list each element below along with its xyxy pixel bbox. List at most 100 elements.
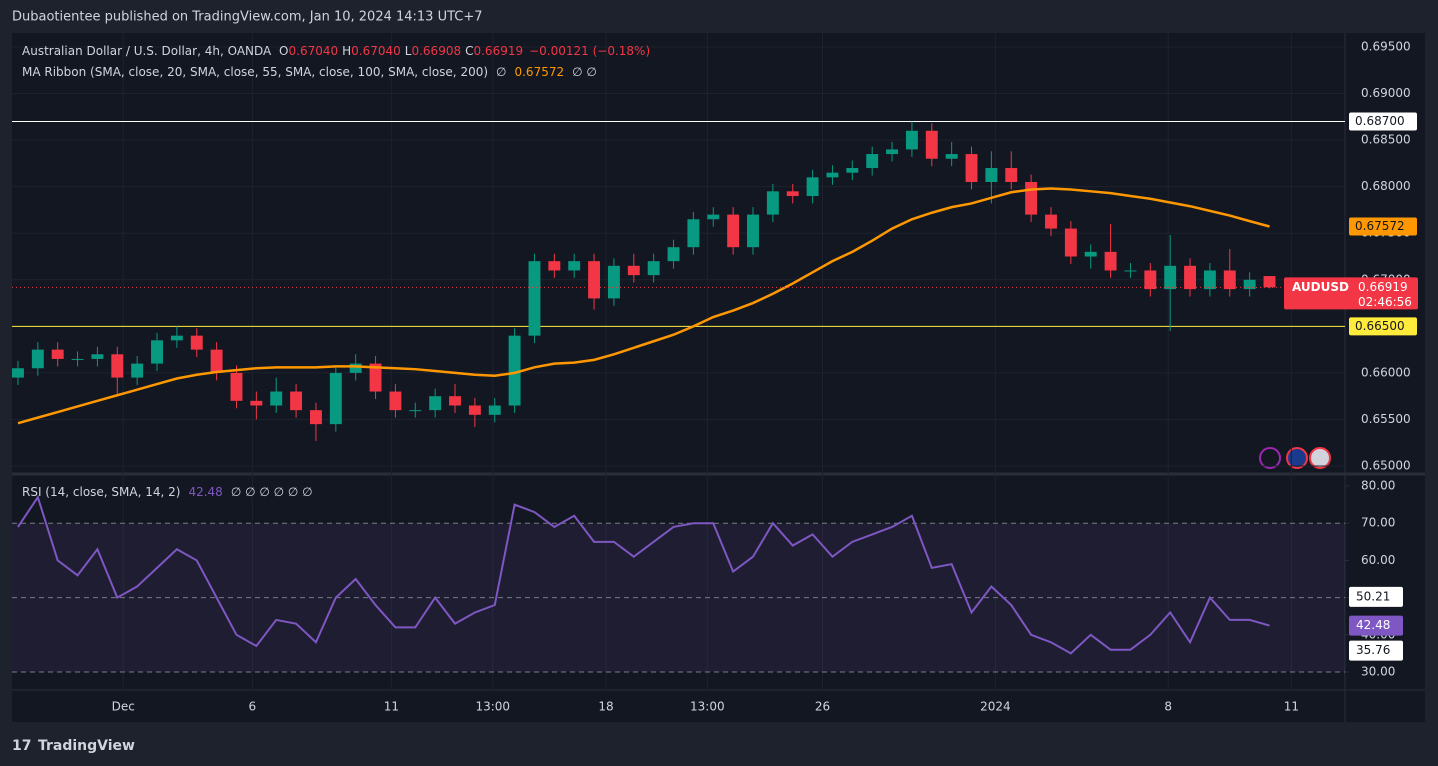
candle-body <box>588 261 601 299</box>
candle-body <box>1124 270 1137 272</box>
candle-body <box>190 335 203 350</box>
rsi-value-label: 42.48 <box>1356 618 1390 632</box>
ohlc-value: 0.67040 <box>351 44 401 58</box>
candle-body <box>747 214 759 248</box>
ma-tail: ∅ ∅ <box>572 65 597 79</box>
candle-body <box>707 214 720 220</box>
rsi-line <box>17 494 1270 655</box>
y-tick-label: 0.66000 <box>1361 365 1411 379</box>
price-label: 0.68700 <box>1355 114 1405 128</box>
x-tick-label: 18 <box>598 700 613 714</box>
candle-body <box>429 396 442 411</box>
candle-body <box>170 335 183 341</box>
candle-body <box>1203 270 1216 290</box>
y-tick-label: 0.65000 <box>1361 459 1411 473</box>
rsi-tail: ∅ ∅ ∅ ∅ ∅ ∅ <box>231 485 313 499</box>
marker-box <box>1349 640 1403 661</box>
candle-body <box>468 405 481 415</box>
symbol-label: AUDUSD <box>1292 280 1349 294</box>
candle-body <box>409 410 422 412</box>
candle-body <box>111 354 124 378</box>
y-tick-label: 30.00 <box>1361 665 1395 679</box>
moving-average <box>17 187 1270 425</box>
marker-label: 35.76 <box>1356 643 1390 657</box>
candle-body <box>290 391 303 411</box>
candle-body <box>806 177 819 196</box>
price-label-box <box>1349 112 1417 131</box>
change: −0.00121 (−0.18%) <box>529 44 650 58</box>
marker-box <box>1349 586 1403 607</box>
candle-body <box>985 168 998 183</box>
candle-body <box>627 265 640 276</box>
candle-body <box>945 154 958 159</box>
candle-body <box>369 363 382 392</box>
candle-body <box>866 154 879 169</box>
legend-title: Australian Dollar / U.S. Dollar, 4h, OAN… <box>22 44 272 58</box>
y-tick-label: 60.00 <box>1361 553 1395 567</box>
candle-body <box>12 368 24 378</box>
candle-body <box>31 349 44 369</box>
y-tick-label: 0.68000 <box>1361 179 1411 193</box>
candle-body <box>1263 276 1276 288</box>
candle-body <box>886 149 899 155</box>
candle-body <box>786 191 799 196</box>
candle-body <box>667 247 680 262</box>
y-tick-label: 0.68500 <box>1361 133 1411 147</box>
candle-body <box>607 265 620 299</box>
legend: RSI (14, close, SMA, 14, 2) 42.48 ∅ ∅ ∅ ∅ … <box>22 485 313 499</box>
candle-body <box>905 130 918 150</box>
x-tick-label: 6 <box>249 700 257 714</box>
x-tick-label: 13:00 <box>475 700 510 714</box>
ohlc-value: 0.66919 <box>473 44 523 58</box>
candle-body <box>548 261 561 271</box>
ohlc-value: 0.67040 <box>289 44 339 58</box>
candle-body <box>1025 182 1038 215</box>
chart-background <box>12 33 1425 722</box>
rsi-title: RSI (14, close, SMA, 14, 2) <box>22 485 180 499</box>
legend: MA Ribbon (SMA, close, 20, SMA, close, 5… <box>22 65 597 79</box>
candle-body <box>1223 270 1236 290</box>
candle-body <box>1084 251 1097 257</box>
brand-logo: 17 <box>12 738 31 754</box>
x-tick-label: 13:00 <box>690 700 725 714</box>
ma-name: MA Ribbon (SMA, close, 20, SMA, close, 5… <box>22 65 488 79</box>
ohlc-key: L <box>405 44 412 58</box>
y-tick-label: 0.69000 <box>1361 86 1411 100</box>
candle-body <box>230 372 243 401</box>
y-tick-label: 70.00 <box>1361 516 1395 530</box>
last-price-box <box>1284 277 1418 310</box>
candle-body <box>925 130 938 159</box>
candle-body <box>131 363 144 378</box>
ohlc-key: H <box>342 44 351 58</box>
candle-body <box>488 405 501 415</box>
candle-body <box>389 391 402 411</box>
x-tick-label: 26 <box>815 700 830 714</box>
candle-body <box>766 191 779 215</box>
ma-label-box <box>1349 217 1417 236</box>
icons <box>1259 447 1331 469</box>
candle-body <box>270 391 283 406</box>
candle-body <box>349 363 362 373</box>
ma-value: 0.67572 <box>514 65 564 79</box>
candle-body <box>846 168 859 173</box>
candle-body <box>1104 251 1117 271</box>
candle-body <box>508 335 521 406</box>
rsi-value: 42.48 <box>188 485 222 499</box>
ohlc-key: O <box>279 44 288 58</box>
last-price-label: 0.66919 <box>1358 280 1408 294</box>
icon <box>1286 447 1308 469</box>
candle-body <box>210 349 223 373</box>
y-tick-label: 0.65500 <box>1361 412 1411 426</box>
publisher: Dubaotientee published on TradingView.co… <box>12 10 483 25</box>
candle-body <box>965 154 978 183</box>
candle-body <box>1064 228 1077 257</box>
countdown: 02:46:56 <box>1358 295 1412 309</box>
x-tick-label: 8 <box>1164 700 1172 714</box>
candle-body <box>1045 214 1057 229</box>
candle-body <box>51 349 64 359</box>
rsi-value-box <box>1349 615 1403 636</box>
y-tick-label: 0.69500 <box>1361 39 1411 53</box>
candle-body <box>1243 279 1256 290</box>
candle-body <box>727 214 740 248</box>
